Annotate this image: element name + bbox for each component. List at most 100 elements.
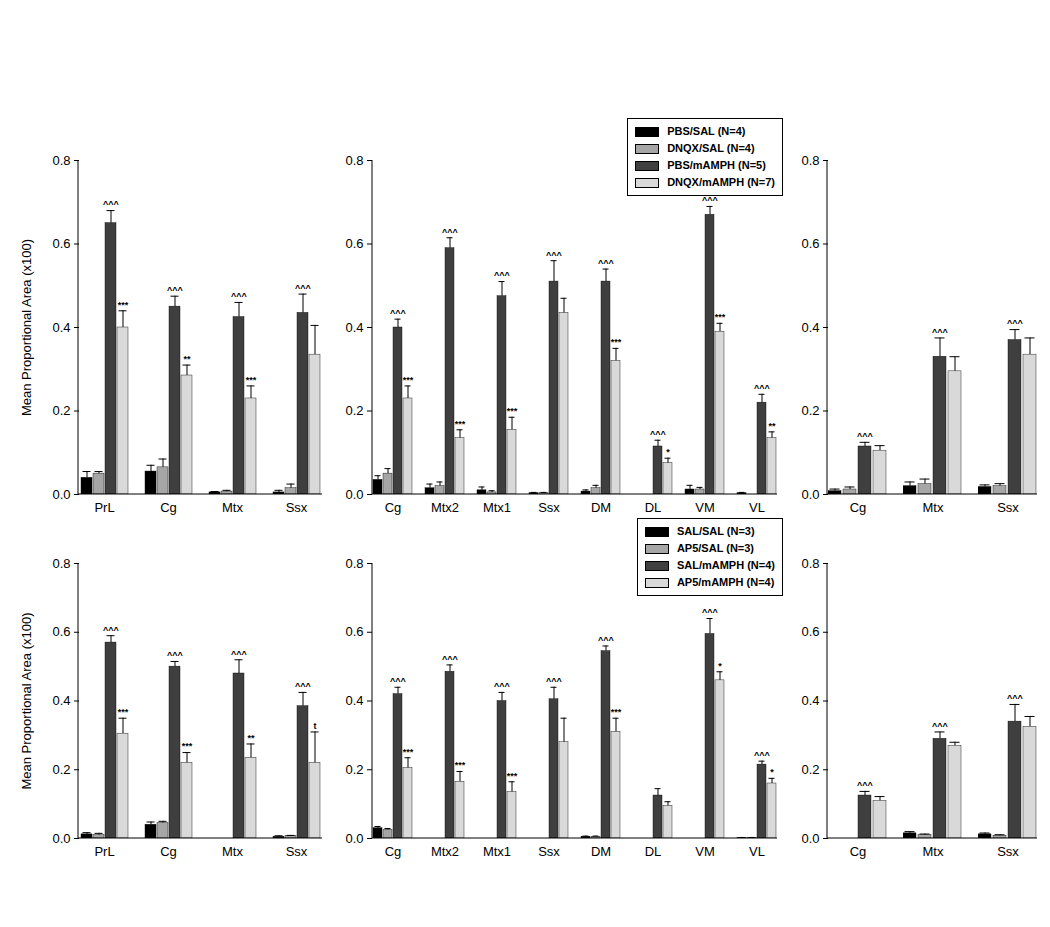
svg-text:0.0: 0.0 [801,831,819,846]
svg-text:^^^: ^^^ [494,270,511,280]
svg-text:^^^: ^^^ [754,750,771,760]
svg-text:^^^: ^^^ [103,199,120,209]
svg-text:0.4: 0.4 [801,693,819,708]
svg-text:DM: DM [591,844,611,859]
svg-text:*: * [666,447,670,457]
svg-text:***: *** [118,300,129,310]
svg-text:PrL: PrL [94,500,114,515]
svg-text:Mtx: Mtx [923,500,944,515]
svg-text:Mtx: Mtx [923,844,944,859]
svg-text:0.8: 0.8 [52,153,70,168]
svg-text:^^^: ^^^ [167,650,184,660]
svg-text:Cg: Cg [160,844,177,859]
svg-text:^^^: ^^^ [494,681,511,691]
svg-text:^^^: ^^^ [295,681,312,691]
svg-text:Ssx: Ssx [286,500,308,515]
svg-text:Mtx2: Mtx2 [431,844,459,859]
svg-text:0.8: 0.8 [52,556,70,571]
svg-text:Cg: Cg [385,500,402,515]
svg-text:0.0: 0.0 [52,831,70,846]
svg-text:^^^: ^^^ [167,285,184,295]
svg-text:0.8: 0.8 [345,556,363,571]
svg-text:^^^: ^^^ [598,258,615,268]
svg-text:0.4: 0.4 [52,693,70,708]
svg-text:DL: DL [645,500,662,515]
svg-text:Mtx2: Mtx2 [431,500,459,515]
svg-text:0.0: 0.0 [345,831,363,846]
svg-text:***: *** [455,419,466,429]
svg-text:0.6: 0.6 [801,236,819,251]
svg-text:DL: DL [645,844,662,859]
svg-text:Ssx: Ssx [286,844,308,859]
svg-text:**: ** [768,421,776,431]
svg-text:^^^: ^^^ [442,227,459,237]
svg-text:0.0: 0.0 [52,487,70,502]
svg-text:Mtx1: Mtx1 [483,500,511,515]
svg-text:^^^: ^^^ [598,635,615,645]
svg-text:0.4: 0.4 [52,320,70,335]
svg-text:***: *** [246,375,257,385]
svg-text:^^^: ^^^ [932,721,949,731]
svg-text:***: *** [118,707,129,717]
svg-text:***: *** [455,760,466,770]
svg-text:Cg: Cg [160,500,177,515]
svg-text:VM: VM [695,844,715,859]
svg-text:Ssx: Ssx [538,500,560,515]
svg-text:DM: DM [591,500,611,515]
svg-text:^^^: ^^^ [546,250,563,260]
svg-text:Ssx: Ssx [997,844,1019,859]
svg-text:0.6: 0.6 [52,236,70,251]
svg-text:*: * [718,661,722,671]
svg-text:^^^: ^^^ [390,676,407,686]
svg-text:0.2: 0.2 [345,403,363,418]
svg-text:^^^: ^^^ [754,383,771,393]
svg-text:Mtx: Mtx [222,844,243,859]
svg-text:***: *** [507,771,518,781]
svg-text:^^^: ^^^ [702,607,719,617]
svg-text:^^^: ^^^ [650,429,667,439]
svg-text:***: *** [182,741,193,751]
svg-text:^^^: ^^^ [1007,318,1024,328]
svg-text:0.8: 0.8 [801,556,819,571]
svg-text:^^^: ^^^ [103,625,120,635]
svg-text:0.4: 0.4 [801,320,819,335]
svg-text:VM: VM [695,500,715,515]
svg-text:Mean Proportional Area (x100): Mean Proportional Area (x100) [19,239,34,416]
svg-text:^^^: ^^^ [857,780,874,790]
svg-text:^^^: ^^^ [1007,693,1024,703]
svg-text:***: *** [611,337,622,347]
svg-text:0.6: 0.6 [801,624,819,639]
svg-text:***: *** [611,707,622,717]
svg-text:Cg: Cg [850,500,867,515]
svg-text:Mtx1: Mtx1 [483,844,511,859]
svg-text:^^^: ^^^ [546,676,563,686]
svg-text:0.2: 0.2 [801,403,819,418]
svg-text:VL: VL [749,844,765,859]
svg-text:Cg: Cg [385,844,402,859]
svg-text:***: *** [403,747,414,757]
svg-text:***: *** [403,375,414,385]
svg-text:0.2: 0.2 [52,762,70,777]
svg-text:0.6: 0.6 [345,236,363,251]
svg-text:Ssx: Ssx [538,844,560,859]
svg-text:*: * [770,767,774,777]
svg-text:0.2: 0.2 [52,403,70,418]
svg-text:^^^: ^^^ [857,431,874,441]
svg-text:PrL: PrL [94,844,114,859]
svg-text:0.0: 0.0 [801,487,819,502]
svg-text:0.2: 0.2 [801,762,819,777]
svg-text:0.2: 0.2 [345,762,363,777]
svg-text:0.4: 0.4 [345,320,363,335]
svg-text:0.8: 0.8 [345,153,363,168]
svg-text:^^^: ^^^ [442,654,459,664]
svg-text:^^^: ^^^ [231,649,248,659]
svg-text:^^^: ^^^ [231,291,248,301]
svg-text:^^^: ^^^ [932,327,949,337]
svg-text:0.6: 0.6 [52,624,70,639]
svg-text:^^^: ^^^ [702,195,719,205]
svg-text:***: *** [715,312,726,322]
svg-text:Mean Proportional Area (x100): Mean Proportional Area (x100) [19,612,34,789]
svg-text:VL: VL [749,500,765,515]
svg-text:t: t [314,721,317,731]
svg-text:**: ** [183,354,191,364]
